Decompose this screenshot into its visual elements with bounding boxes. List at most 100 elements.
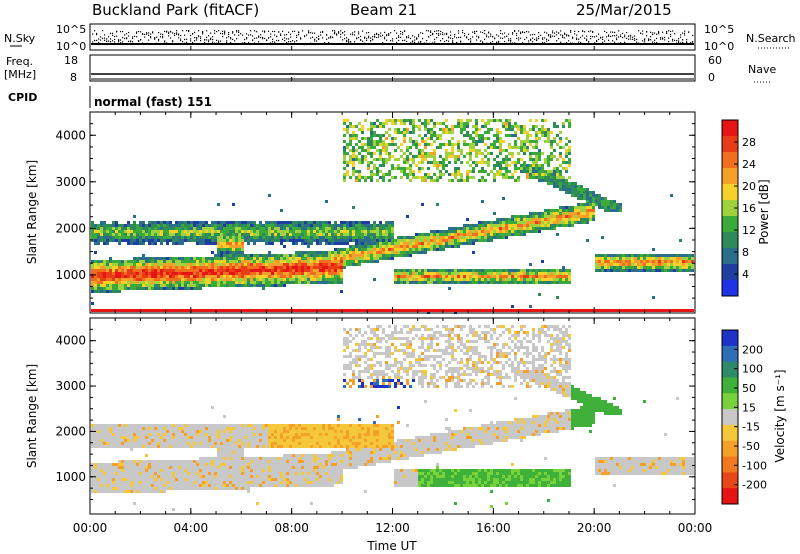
power-cell [343, 149, 346, 152]
noise-dot [568, 34, 570, 37]
power-cell [511, 230, 514, 233]
power-cell [244, 254, 247, 257]
noise-dot [644, 41, 646, 43]
power-cell [262, 287, 265, 290]
noise-dot [482, 41, 484, 43]
power-cell [343, 263, 346, 266]
power-cell [553, 209, 556, 212]
power-cell [247, 233, 250, 236]
power-cell [301, 230, 304, 233]
power-cell [178, 281, 181, 284]
power-cell [292, 281, 295, 284]
power-cbar-label: Power [dB] [757, 179, 771, 244]
noise-dot [452, 38, 454, 40]
power-cell [430, 161, 433, 164]
colorbar-swatch [722, 264, 738, 281]
noise-dot [650, 31, 652, 33]
power-cell [538, 215, 541, 218]
power-cell [427, 278, 430, 281]
power-cell [547, 281, 550, 284]
power-cell [94, 230, 97, 233]
velocity-cell [139, 430, 142, 433]
power-cell [172, 239, 175, 242]
power-cell [415, 272, 418, 275]
power-cell [454, 269, 457, 272]
power-cell [124, 272, 127, 275]
power-cell [613, 263, 616, 266]
power-cell [502, 173, 505, 176]
noise-dot [146, 33, 148, 35]
power-cell [526, 146, 529, 149]
power-cell [292, 242, 295, 245]
power-cell [172, 257, 175, 260]
power-cell [511, 215, 514, 218]
noise-dot [444, 33, 446, 35]
power-cell [172, 281, 175, 284]
power-cell [691, 266, 694, 269]
power-cell [220, 242, 223, 245]
power-cell [370, 242, 373, 245]
power-cell [139, 230, 142, 233]
power-cell [205, 236, 208, 239]
power-cell [451, 128, 454, 131]
power-cell [433, 230, 436, 233]
power-cell [463, 155, 466, 158]
power-cell [220, 239, 223, 242]
power-cell [547, 158, 550, 161]
velocity-cell [106, 490, 109, 493]
power-cell [121, 284, 124, 287]
power-cell [238, 254, 241, 257]
power-cell [223, 224, 226, 227]
noise-dot [158, 40, 160, 42]
velocity-cell [103, 427, 106, 430]
power-cell [430, 278, 433, 281]
cpid-text: normal (fast) 151 [94, 95, 212, 109]
velocity-cell [115, 478, 118, 481]
power-cell [529, 224, 532, 227]
power-cell [370, 134, 373, 137]
noise-dot [374, 36, 376, 38]
power-cell [169, 284, 172, 287]
velocity-cell [106, 424, 109, 427]
velocity-cell [118, 424, 121, 427]
power-cell [451, 275, 454, 278]
power-cell [253, 257, 256, 260]
noise-dot [546, 32, 548, 34]
power-cell [109, 281, 112, 284]
power-cell [409, 242, 412, 245]
noise-dot [548, 35, 550, 37]
power-cell [406, 272, 409, 275]
noise-dot [402, 33, 404, 35]
power-cell [499, 233, 502, 236]
power-cell [316, 236, 319, 239]
power-cell [148, 224, 151, 227]
power-cell [328, 263, 331, 266]
power-cell [157, 287, 160, 290]
power-cell [523, 140, 526, 143]
power-cell [418, 149, 421, 152]
power-cell [310, 242, 313, 245]
power-cell [520, 128, 523, 131]
power-cell [493, 176, 496, 179]
noise-dot [332, 36, 334, 39]
velocity-cell [103, 445, 106, 448]
power-cell [394, 275, 397, 278]
velocity-cell [91, 433, 94, 436]
power-cell [247, 221, 250, 224]
power-cell [547, 140, 550, 143]
power-cell [382, 257, 385, 260]
power-cell [559, 212, 562, 215]
power-cell [247, 236, 250, 239]
power-cell [220, 224, 223, 227]
power-cell [421, 248, 424, 251]
velocity-cell [127, 427, 130, 430]
power-cell [643, 266, 646, 269]
power-cell [130, 278, 133, 281]
power-cell [217, 227, 220, 230]
power-cell [550, 281, 553, 284]
noise-dot [510, 38, 512, 40]
velocity-cell [109, 484, 112, 487]
power-cell [391, 251, 394, 254]
power-cell [499, 278, 502, 281]
power-cell [298, 275, 301, 278]
